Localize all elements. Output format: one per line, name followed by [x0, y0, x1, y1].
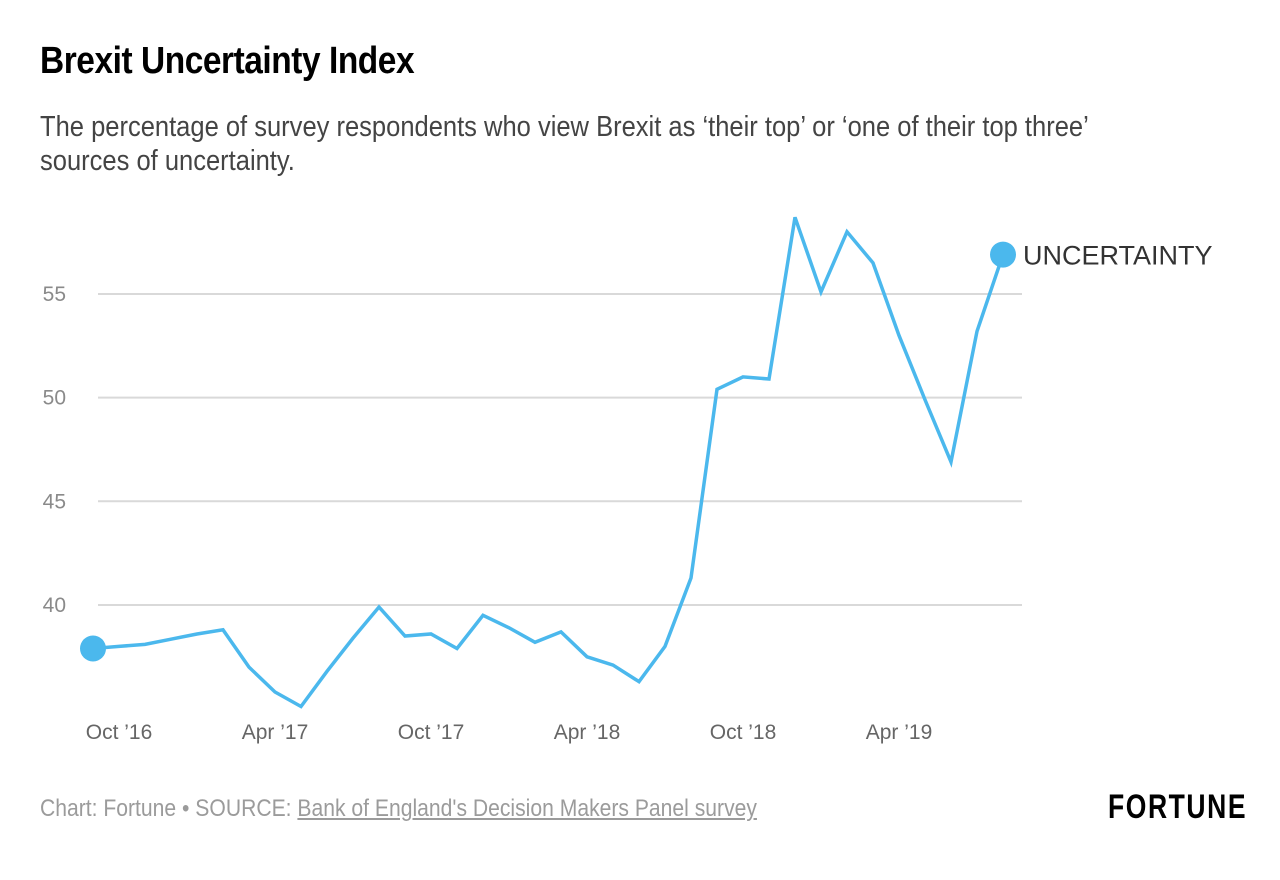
- x-tick-label: Oct ’17: [398, 721, 465, 744]
- source-link[interactable]: Bank of England's Decision Makers Panel …: [297, 795, 757, 822]
- y-tick-label: 55: [43, 283, 66, 306]
- x-tick-label: Apr ’17: [242, 721, 309, 744]
- chart-title: Brexit Uncertainty Index: [40, 40, 415, 82]
- x-tick-label: Oct ’18: [710, 721, 777, 744]
- x-tick-label: Apr ’18: [554, 721, 621, 744]
- series-line: [92, 216, 1005, 709]
- source-label: SOURCE:: [195, 795, 292, 822]
- x-axis-ticks: Oct ’16 Apr ’17 Oct ’17 Apr ’18 Oct ’18 Apr ’…: [86, 721, 933, 744]
- series-label: UNCERTAINTY: [1023, 241, 1213, 271]
- chart-subtitle: The percentage of survey respondents who…: [40, 111, 1088, 177]
- x-tick-label: Oct ’16: [86, 721, 153, 744]
- y-tick-label: 40: [43, 594, 66, 617]
- chart-credit: Chart: Fortune: [40, 795, 177, 822]
- series-group: UNCERTAINTY: [80, 216, 1213, 709]
- fortune-logo: FORTUNE: [1108, 788, 1248, 826]
- separator-dot: •: [182, 795, 190, 822]
- end-point-marker: [990, 241, 1016, 268]
- gridlines: [98, 293, 1022, 606]
- y-tick-label: 45: [43, 490, 66, 513]
- footer-source: Chart: Fortune • SOURCE: Bank of England…: [40, 795, 757, 823]
- y-tick-label: 50: [43, 387, 66, 410]
- x-tick-label: Apr ’19: [866, 721, 933, 744]
- start-point-marker: [80, 635, 106, 662]
- y-axis-ticks: 40 45 50 55: [43, 283, 66, 617]
